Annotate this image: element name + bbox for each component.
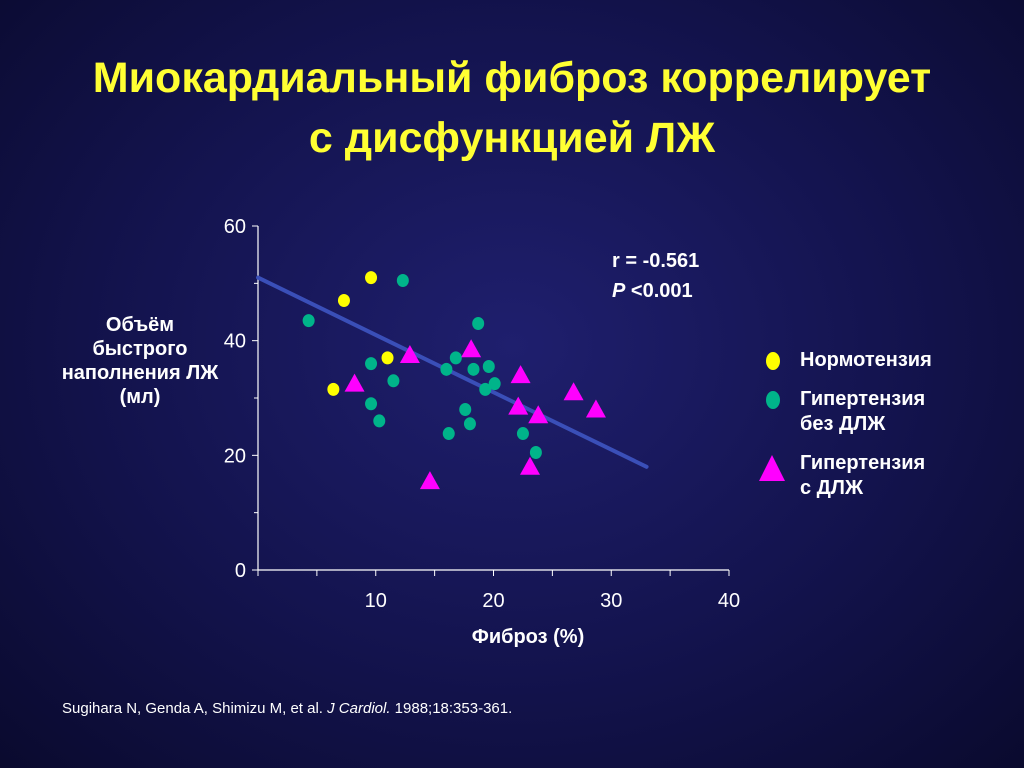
data-point-green — [463, 417, 476, 431]
data-point-yellow — [381, 351, 394, 365]
data-points — [302, 271, 606, 490]
p-rest: <0.001 — [625, 280, 693, 302]
citation-authors: Sugihara N, Genda A, Shimizu M, et al. — [62, 700, 328, 717]
data-point-triangle — [461, 339, 482, 358]
data-point-yellow — [365, 271, 378, 285]
data-point-triangle — [399, 345, 420, 363]
data-point-green — [396, 273, 409, 287]
x-tick-label: 40 — [718, 590, 740, 612]
x-tick-label: 20 — [482, 590, 504, 612]
y-tick-label: 60 — [224, 216, 246, 238]
p-value: P <0.001 — [612, 276, 699, 306]
r-value: r = -0.561 — [612, 250, 700, 272]
x-axis-label: Фиброз (%) — [471, 626, 585, 648]
slide-title: Миокардиальный фиброз коррелирует с дисф… — [0, 48, 1024, 168]
data-point-green — [365, 397, 378, 411]
data-point-triangle — [563, 382, 584, 401]
data-point-green — [459, 402, 472, 416]
data-point-yellow — [337, 294, 350, 308]
data-point-triangle — [510, 365, 531, 384]
p-symbol: P — [612, 280, 626, 302]
citation: Sugihara N, Genda A, Shimizu M, et al. J… — [62, 700, 512, 717]
x-tick-label: 10 — [365, 590, 387, 612]
title-line-2: с дисфункцией ЛЖ — [308, 114, 716, 162]
chart-axes: 0 20 40 60 10 20 30 40 — [224, 216, 740, 612]
green-circle-icon — [766, 391, 780, 409]
x-tick-label: 30 — [600, 590, 622, 612]
regression-line — [256, 275, 649, 469]
magenta-triangle-icon — [759, 455, 785, 481]
legend-label: Гипертензия с ДЛЖ — [800, 452, 926, 499]
legend-label: Гипертензия без ДЛЖ — [800, 388, 926, 435]
yellow-circle-icon — [766, 352, 780, 370]
y-tick-label: 40 — [224, 331, 246, 353]
data-point-triangle — [528, 405, 549, 424]
data-point-green — [488, 377, 501, 391]
y-axis-label: Объём быстрого наполнения ЛЖ (мл) — [61, 314, 219, 408]
data-point-yellow — [327, 382, 340, 396]
data-point-green — [440, 362, 453, 376]
data-point-green — [387, 374, 400, 388]
regression-line-group — [256, 275, 649, 469]
citation-journal: J Cardiol. — [327, 700, 391, 717]
correlation-stats: r = -0.561 P <0.001 — [612, 246, 699, 306]
data-point-green — [365, 357, 378, 371]
data-point-triangle — [419, 471, 440, 490]
legend-item-normotension: Нормотензия — [758, 348, 932, 373]
data-point-green — [529, 445, 542, 459]
title-line-1: Миокардиальный фиброз коррелирует — [92, 54, 932, 102]
data-point-green — [482, 359, 495, 373]
data-point-triangle — [585, 399, 606, 418]
legend-label: Нормотензия — [800, 349, 932, 371]
data-point-green — [467, 362, 480, 376]
data-point-green — [479, 382, 492, 396]
legend-item-hypertension-lvh: Гипертензия с ДЛЖ — [758, 451, 932, 501]
data-point-green — [516, 427, 529, 441]
y-tick-label: 20 — [224, 445, 246, 467]
data-point-triangle — [508, 396, 529, 415]
data-point-green — [373, 414, 386, 428]
legend-item-hypertension-no-lvh: Гипертензия без ДЛЖ — [758, 387, 932, 437]
citation-rest: 1988;18:353-361. — [390, 700, 513, 717]
legend: Нормотензия Гипертензия без ДЛЖ Гипертен… — [758, 348, 932, 515]
data-point-green — [472, 316, 485, 330]
data-point-triangle — [344, 373, 365, 392]
y-tick-label: 0 — [235, 560, 246, 582]
data-point-triangle — [520, 456, 541, 475]
data-point-green — [442, 427, 455, 441]
data-point-green — [302, 314, 315, 328]
data-point-green — [449, 351, 462, 365]
